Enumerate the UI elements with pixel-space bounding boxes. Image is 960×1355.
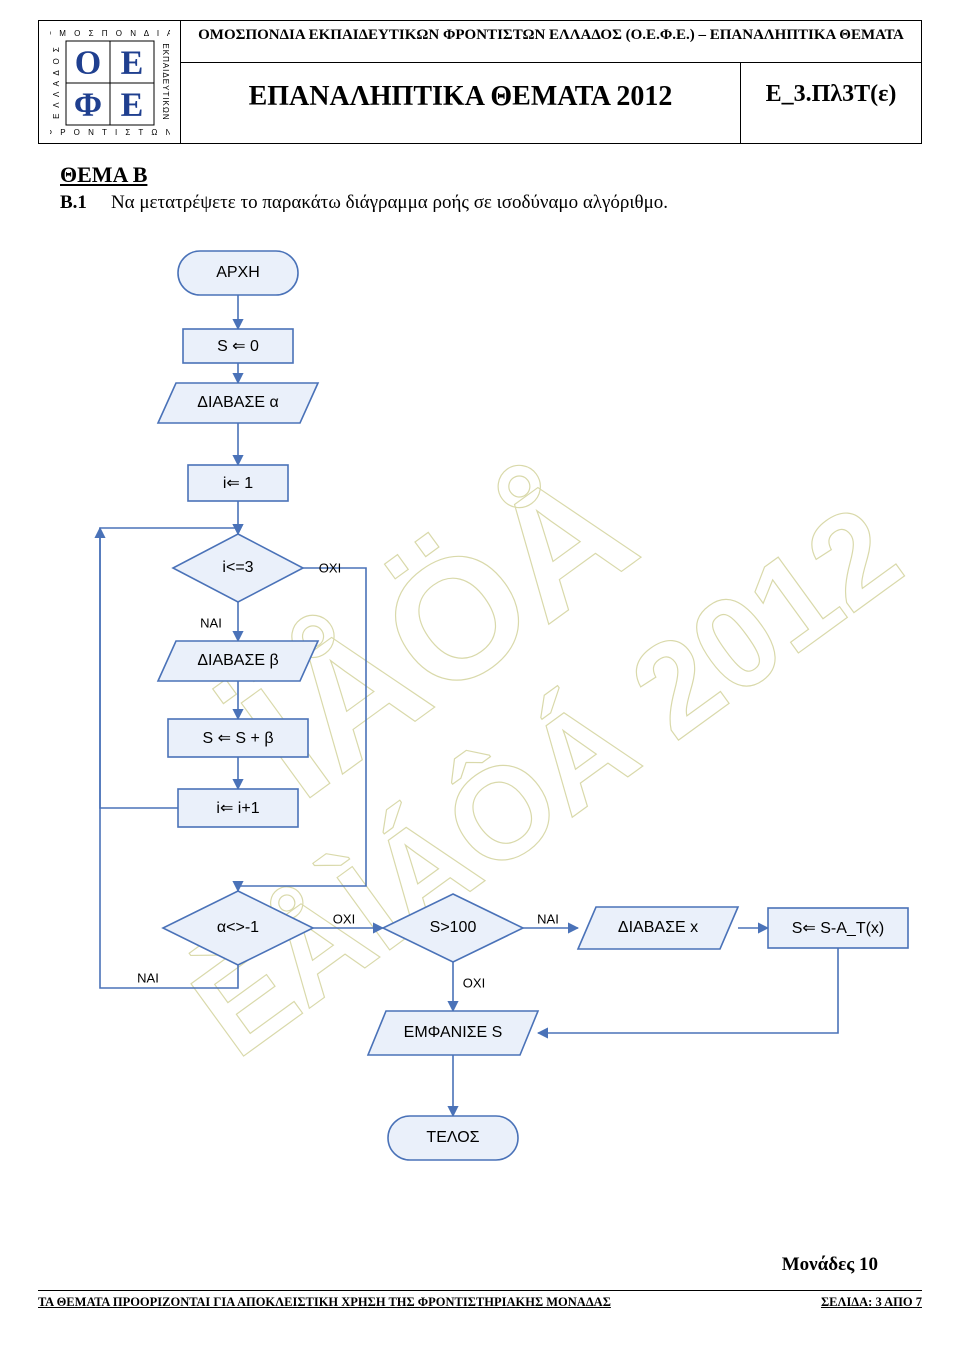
flow-node-s0	[183, 329, 293, 363]
flow-node-i_inc	[178, 789, 298, 827]
svg-text:Φ: Φ	[73, 87, 101, 124]
document-page: Ο Μ Ο Σ Π Ο Ν Δ Ι Α Φ Ρ Ο Ν Τ Ι Σ Τ Ω Ν …	[0, 0, 960, 1318]
flow-node-cond_s	[383, 894, 523, 962]
footer-left: ΤΑ ΘΕΜΑΤΑ ΠΡΟΟΡΙΖΟΝΤΑΙ ΓΙΑ ΑΠΟΚΛΕΙΣΤΙΚΗ …	[38, 1295, 611, 1310]
flow-node-s_at	[768, 908, 908, 948]
footer-right: ΣΕΛΙΔΑ: 3 ΑΠΟ 7	[821, 1295, 922, 1310]
question-text: Να μετατρέψετε το παρακάτω διάγραμμα ροή…	[111, 192, 668, 214]
flowchart-svg	[48, 228, 918, 1248]
flow-node-cond_a	[163, 891, 313, 965]
org-logo: Ο Μ Ο Σ Π Ο Ν Δ Ι Α Φ Ρ Ο Ν Τ Ι Σ Τ Ω Ν …	[39, 21, 181, 143]
points-label: Μονάδες 10	[38, 1254, 878, 1276]
logo-left-text: Ε Λ Λ Α Δ Ο Σ	[52, 45, 61, 119]
flow-node-show	[368, 1011, 538, 1055]
header-table: Ο Μ Ο Σ Π Ο Ν Δ Ι Α Φ Ρ Ο Ν Τ Ι Σ Τ Ω Ν …	[38, 20, 922, 144]
svg-text:Ε: Ε	[120, 87, 143, 124]
flow-node-read_a	[158, 383, 318, 423]
flow-node-i1	[188, 465, 288, 501]
flow-node-read_x	[578, 907, 738, 949]
flow-node-start	[178, 251, 298, 295]
flow-edge-13	[538, 948, 838, 1033]
section-heading: ΘΕΜΑ Β	[60, 162, 922, 188]
logo-bottom-text: Φ Ρ Ο Ν Τ Ι Σ Τ Ω Ν	[50, 128, 170, 137]
flowchart: ÏÅÖÅ ÈÅÌÁÔÁ 2012 ΑΡΧΗS ⇐ 0ΔΙΑΒΑΣΕ αi⇐ 1i…	[48, 228, 918, 1248]
flow-node-s_add	[168, 719, 308, 757]
header-code: Ε_3.Πλ3Τ(ε)	[741, 63, 921, 143]
question-line: B.1 Να μετατρέψετε το παρακάτω διάγραμμα…	[60, 192, 922, 214]
svg-text:Ο: Ο	[74, 45, 100, 82]
header-org-line: ΟΜΟΣΠΟΝΔΙΑ ΕΚΠΑΙΔΕΥΤΙΚΩΝ ΦΡΟΝΤΙΣΤΩΝ ΕΛΛΑ…	[181, 21, 921, 63]
header-title: ΕΠΑΝΑΛΗΠΤΙΚΑ ΘΕΜΑΤΑ 2012	[181, 63, 741, 143]
flow-node-read_b	[158, 641, 318, 681]
logo-top-text: Ο Μ Ο Σ Π Ο Ν Δ Ι Α	[50, 29, 170, 38]
question-number: B.1	[60, 192, 87, 214]
svg-text:Ε: Ε	[120, 45, 143, 82]
logo-right-text: ΕΚΠΑΙΔΕΥΤΙΚΩΝ	[161, 43, 170, 120]
flow-node-cond_i	[173, 534, 303, 602]
flow-node-end	[388, 1116, 518, 1160]
page-footer: ΤΑ ΘΕΜΑΤΑ ΠΡΟΟΡΙΖΟΝΤΑΙ ΓΙΑ ΑΠΟΚΛΕΙΣΤΙΚΗ …	[38, 1290, 922, 1310]
